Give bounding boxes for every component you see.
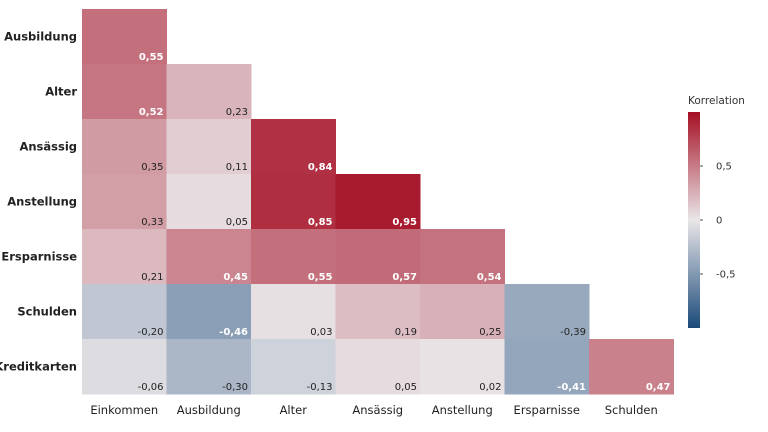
column-label: Alter xyxy=(280,403,308,417)
row-label: Schulden xyxy=(17,305,77,319)
heatmap-cell xyxy=(251,339,336,395)
cell-value-label: 0,85 xyxy=(308,217,333,228)
heatmap-cell xyxy=(335,229,421,285)
heatmap-cell xyxy=(504,284,590,340)
row-label: Ansässig xyxy=(19,140,77,154)
cell-value-label: -0,41 xyxy=(557,382,586,393)
heatmap-cell xyxy=(335,339,421,395)
row-label: Ausbildung xyxy=(4,30,77,44)
cell-value-label: 0,54 xyxy=(477,272,502,283)
legend-tick-label: 0,5 xyxy=(716,162,732,173)
heatmap-cell xyxy=(166,64,252,120)
heatmap-cell xyxy=(166,339,252,395)
cell-value-label: 0,05 xyxy=(226,217,248,228)
heatmap-cell xyxy=(166,119,252,175)
heatmap-cell xyxy=(251,284,336,340)
cell-value-label: 0,55 xyxy=(308,272,333,283)
row-label: Alter xyxy=(45,85,77,99)
column-label: Anstellung xyxy=(432,403,493,417)
heatmap-cell xyxy=(420,284,505,340)
column-label: Einkommen xyxy=(90,403,158,417)
cell-value-label: 0,45 xyxy=(223,272,248,283)
heatmap-cell xyxy=(82,64,167,120)
cell-value-label: 0,25 xyxy=(479,327,501,338)
heatmap-cell xyxy=(251,174,336,230)
heatmap-cell xyxy=(82,284,167,340)
heatmap-cell xyxy=(166,229,252,285)
heatmap-cell xyxy=(589,339,674,395)
heatmap-cell xyxy=(82,119,167,175)
cell-value-label: -0,46 xyxy=(219,327,248,338)
heatmap-cell xyxy=(504,339,590,395)
cell-value-label: 0,52 xyxy=(139,107,164,118)
heatmap-cell xyxy=(166,174,252,230)
cell-value-label: -0,30 xyxy=(222,382,248,393)
column-label: Schulden xyxy=(605,403,658,417)
cell-value-label: -0,20 xyxy=(138,327,164,338)
heatmap-cell xyxy=(335,174,421,230)
column-label: Ansässig xyxy=(352,403,403,417)
cell-value-label: 0,21 xyxy=(141,272,163,283)
column-label: Ausbildung xyxy=(177,403,241,417)
cell-value-label: 0,11 xyxy=(226,162,248,173)
heatmap-cell xyxy=(82,174,167,230)
legend-color-bar xyxy=(688,112,700,328)
column-label: Ersparnisse xyxy=(514,403,580,417)
heatmap-cell xyxy=(335,284,421,340)
heatmap-cell xyxy=(82,339,167,395)
cell-value-label: 0,57 xyxy=(392,272,417,283)
cell-value-label: 0,05 xyxy=(395,382,417,393)
cell-value-label: 0,33 xyxy=(141,217,163,228)
heatmap-cell xyxy=(251,119,336,175)
cell-value-label: -0,06 xyxy=(138,382,164,393)
row-label: Ersparnisse xyxy=(1,250,77,264)
cell-value-label: -0,13 xyxy=(307,382,333,393)
cell-value-label: 0,47 xyxy=(646,382,671,393)
heatmap-cell xyxy=(82,229,167,285)
cell-value-label: 0,95 xyxy=(392,217,417,228)
heatmap-cell xyxy=(420,339,505,395)
heatmap-cell xyxy=(420,229,505,285)
cell-value-label: 0,19 xyxy=(395,327,417,338)
heatmap-cell xyxy=(82,9,167,65)
row-label: Kreditkarten xyxy=(0,360,77,374)
cell-value-label: -0,39 xyxy=(560,327,586,338)
row-label: Anstellung xyxy=(7,195,77,209)
cell-value-label: 0,55 xyxy=(139,52,164,63)
heatmap-cell xyxy=(251,229,336,285)
cell-value-label: 0,84 xyxy=(308,162,333,173)
cell-value-label: 0,02 xyxy=(479,382,501,393)
cell-value-label: 0,23 xyxy=(226,107,248,118)
legend-tick-label: 0 xyxy=(716,216,722,227)
legend-title: Korrelation xyxy=(688,95,745,107)
cell-value-label: 0,03 xyxy=(310,327,332,338)
legend-tick-label: -0,5 xyxy=(716,270,736,281)
cell-value-label: 0,35 xyxy=(141,162,163,173)
heatmap-cell xyxy=(166,284,252,340)
